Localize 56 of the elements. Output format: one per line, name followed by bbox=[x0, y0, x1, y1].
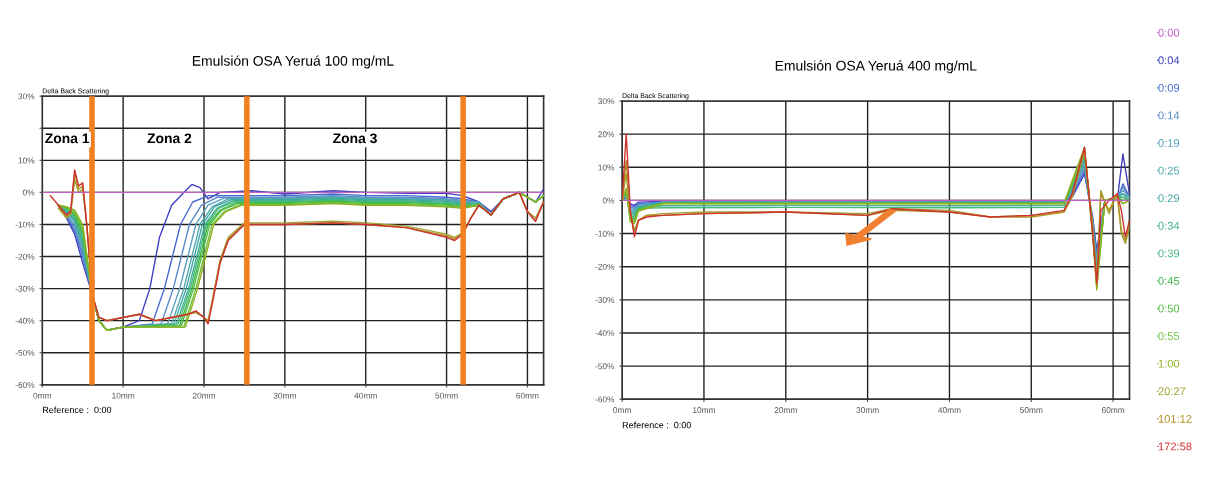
y-tick-label: -60% bbox=[595, 396, 615, 403]
legend-label: 0:04 bbox=[1158, 56, 1180, 65]
x-tick-label: 0mm bbox=[33, 392, 51, 399]
x-tick-label: 10mm bbox=[693, 407, 715, 413]
y-tick-label: 0% bbox=[602, 197, 615, 204]
legend-label: 0:14 bbox=[1158, 111, 1180, 120]
text: Reference : 0:00 bbox=[622, 421, 692, 429]
text: Reference : 0:00 bbox=[43, 406, 112, 414]
y-tick-label: 10% bbox=[18, 157, 35, 164]
legend-label: 20:27 bbox=[1158, 387, 1186, 396]
annotation: Zona 2 bbox=[147, 133, 192, 144]
y-tick-label: 20% bbox=[598, 131, 615, 138]
annotation: Zona 3 bbox=[333, 133, 377, 144]
legend-label: 0:29 bbox=[1158, 194, 1180, 203]
y-tick-label: -20% bbox=[15, 253, 35, 260]
x-tick-label: 60mm bbox=[516, 392, 539, 399]
x-tick-label: 50mm bbox=[435, 392, 458, 399]
y-tick-label: -20% bbox=[595, 263, 615, 270]
chart-title: Emulsión OSA Yeruá 100 mg/mL bbox=[192, 55, 394, 69]
y-tick-label: -40% bbox=[595, 330, 615, 337]
legend-label: 1:00 bbox=[1158, 359, 1180, 368]
legend-label: 0:34 bbox=[1158, 221, 1180, 230]
legend-label: 101:12 bbox=[1158, 414, 1192, 423]
y-tick-label: -40% bbox=[15, 317, 35, 324]
legend-label: 0:55 bbox=[1158, 332, 1180, 341]
y-tick-label: 30% bbox=[598, 98, 615, 105]
legend-label: 0:39 bbox=[1158, 249, 1180, 258]
legend-label: 0:19 bbox=[1158, 139, 1180, 147]
y-tick-label: -10% bbox=[15, 221, 35, 228]
x-tick-label: 0mm bbox=[613, 407, 631, 413]
y-tick-label: 0% bbox=[22, 189, 35, 196]
x-tick-label: 20mm bbox=[774, 407, 797, 413]
legend-label: 0:50 bbox=[1158, 304, 1180, 313]
legend-label: 0:00 bbox=[1158, 28, 1180, 37]
y-tick-label: 10% bbox=[598, 164, 615, 171]
y-tick-label: -10% bbox=[595, 230, 615, 237]
x-tick-label: 20mm bbox=[192, 392, 216, 399]
x-tick-label: 60mm bbox=[1101, 407, 1125, 413]
x-tick-label: 30mm bbox=[273, 392, 296, 399]
legend-label: 0:45 bbox=[1158, 276, 1180, 285]
legend-label: 0:09 bbox=[1158, 83, 1180, 92]
chart-title: Emulsión OSA Yeruá 400 mg/mL bbox=[775, 60, 977, 74]
x-tick-label: 30mm bbox=[856, 407, 879, 413]
x-tick-label: 40mm bbox=[938, 407, 961, 413]
y-tick-label: -60% bbox=[15, 382, 35, 388]
y-tick-label: -50% bbox=[15, 349, 35, 356]
x-tick-label: 50mm bbox=[1020, 407, 1043, 413]
y-tick-label: -30% bbox=[595, 297, 615, 303]
legend-label: 172:58 bbox=[1158, 442, 1192, 451]
x-tick-label: 40mm bbox=[354, 392, 377, 399]
y-tick-label: -30% bbox=[15, 285, 35, 292]
y-tick-label: 30% bbox=[18, 93, 35, 100]
legend-label: 0:25 bbox=[1158, 166, 1180, 175]
annotation: Zona 1 bbox=[45, 133, 90, 144]
x-tick-label: 10mm bbox=[112, 392, 135, 399]
y-tick-label: -50% bbox=[595, 363, 615, 370]
